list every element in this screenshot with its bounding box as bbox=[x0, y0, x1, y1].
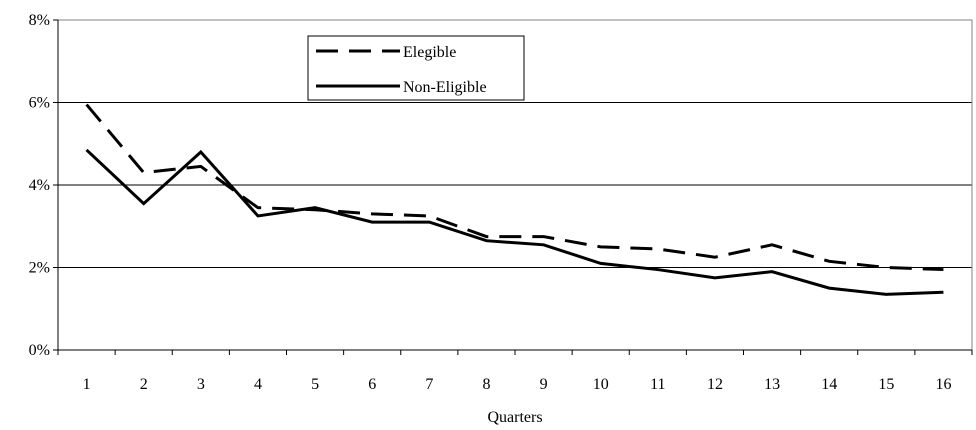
x-tick-label: 4 bbox=[254, 376, 262, 393]
series-line-non-eligible bbox=[85, 148, 944, 296]
x-tick-label: 16 bbox=[935, 376, 951, 393]
x-axis-title: Quarters bbox=[487, 409, 542, 426]
series-line-elegible bbox=[85, 103, 944, 272]
x-tick-label: 12 bbox=[707, 376, 723, 393]
x-tick-label: 6 bbox=[368, 376, 376, 393]
x-tick-label: 15 bbox=[878, 376, 894, 393]
x-tick-label: 3 bbox=[197, 376, 205, 393]
y-tick-label: 6% bbox=[29, 95, 50, 112]
x-tick-label: 11 bbox=[650, 376, 665, 393]
x-tick-label: 1 bbox=[83, 376, 91, 393]
y-tick-label: 4% bbox=[29, 177, 50, 194]
legend-box bbox=[307, 35, 525, 101]
legend-label-elegible: Elegible bbox=[403, 44, 456, 61]
x-tick-label: 8 bbox=[482, 376, 490, 393]
x-axis: 1 2 3 4 5 6 7 8 9 10 11 12 13 14 15 16 bbox=[57, 349, 973, 393]
series-lines bbox=[85, 103, 944, 296]
y-tick-label: 0% bbox=[29, 342, 50, 359]
x-tick-label: 10 bbox=[593, 376, 609, 393]
y-tick-label: 2% bbox=[29, 260, 50, 277]
x-tick-label: 7 bbox=[425, 376, 433, 393]
y-axis: 0% 2% 4% 6% 8% bbox=[29, 12, 59, 359]
x-tick-label: 13 bbox=[764, 376, 780, 393]
legend: Elegible Non-Eligible bbox=[307, 35, 525, 101]
y-tick-label: 8% bbox=[29, 12, 50, 29]
x-tick-label: 5 bbox=[311, 376, 319, 393]
x-tick-label: 2 bbox=[140, 376, 148, 393]
x-tick-label: 9 bbox=[540, 376, 548, 393]
legend-label-non-eligible: Non-Eligible bbox=[403, 79, 487, 96]
x-tick-label: 14 bbox=[821, 376, 837, 393]
